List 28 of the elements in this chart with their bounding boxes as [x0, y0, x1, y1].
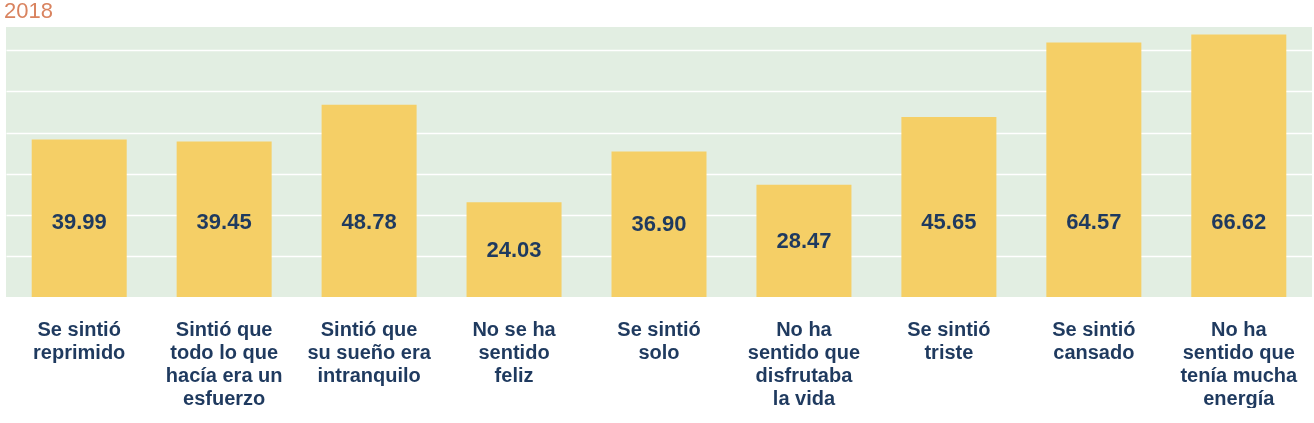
x-tick-label: No ha sentido que tenía mucha energía — [1180, 317, 1299, 409]
x-tick-label: No se ha sentido feliz — [472, 317, 557, 386]
x-tick-label: Sintió que todo lo que hacía era un esfuerzo — [165, 317, 283, 409]
data-label: 24.03 — [486, 236, 542, 262]
chart-title: 2018 — [4, 0, 53, 23]
data-label: 64.57 — [1066, 209, 1122, 235]
x-tick-label: Se sintió cansado — [1052, 317, 1136, 363]
data-label: 48.78 — [341, 209, 397, 235]
bar — [901, 117, 997, 297]
bar — [176, 141, 272, 297]
data-label: 28.47 — [776, 227, 832, 253]
bar — [321, 104, 417, 297]
bar — [31, 139, 127, 297]
bar — [756, 184, 852, 297]
bar — [611, 151, 707, 297]
bar — [1046, 42, 1142, 297]
data-label: 39.45 — [196, 209, 252, 235]
bar — [466, 202, 562, 297]
data-label: 66.62 — [1211, 209, 1267, 235]
x-tick-label: Se sintió triste — [907, 317, 991, 363]
x-tick-label: Se sintió solo — [617, 317, 701, 363]
x-tick-label: Se sintió reprimido — [33, 317, 126, 363]
x-tick-label: Sintió que su sueño era intranquilo — [307, 317, 432, 386]
data-label: 36.90 — [631, 211, 687, 237]
x-tick-label: No ha sentido que disfrutaba la vida — [747, 317, 861, 409]
data-label: 39.99 — [51, 209, 107, 235]
bar — [1191, 34, 1287, 297]
data-label: 45.65 — [921, 209, 977, 235]
